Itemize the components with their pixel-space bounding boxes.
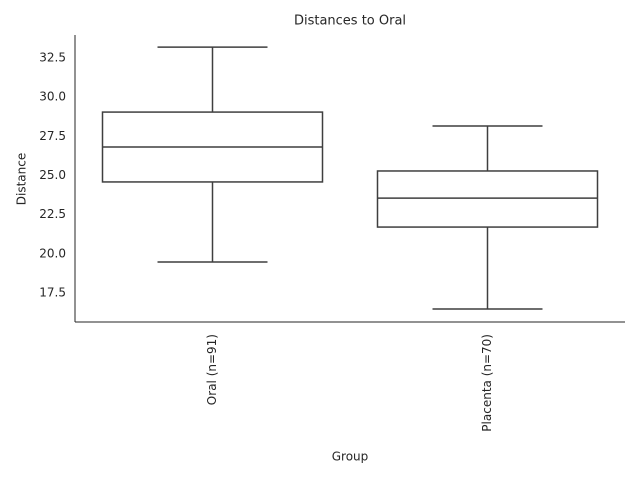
y-tick-label: 32.5 [39,51,66,65]
y-tick-label: 27.5 [39,129,66,143]
chart-title: Distances to Oral [294,14,406,29]
x-tick-label: Placenta (n=70) [480,334,494,432]
y-axis-label: Distance [15,153,29,205]
y-tick-label: 22.5 [39,207,66,221]
box [376,170,599,228]
x-tick-label: Oral (n=91) [205,334,219,405]
y-tick-label: 30.0 [39,90,66,104]
y-tick-label: 17.5 [39,286,66,300]
y-tick-label: 25.0 [39,168,66,182]
y-tick-label: 20.0 [39,246,66,260]
x-axis-label: Group [332,450,369,464]
